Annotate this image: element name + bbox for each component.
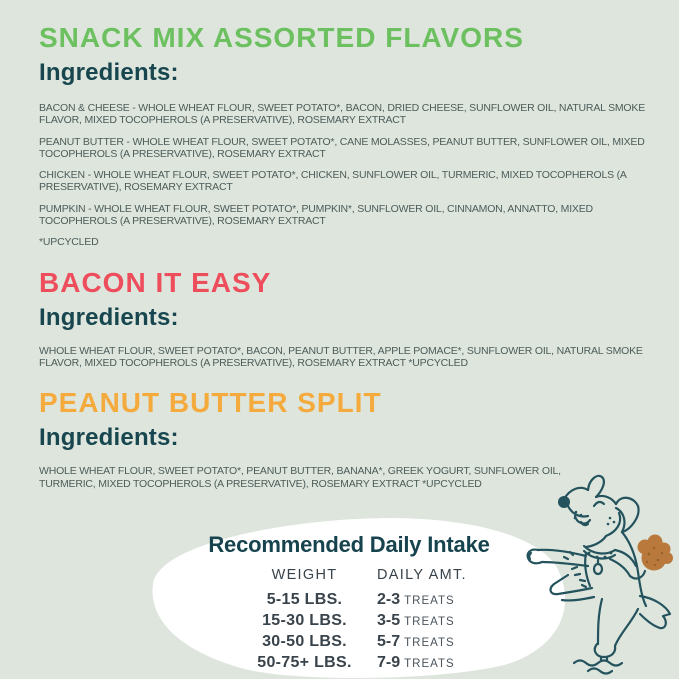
amount-unit: TREATS: [404, 658, 455, 670]
section-bacon-it-easy: BACON IT EASY Ingredients: WHOLE WHEAT F…: [39, 267, 651, 370]
weight-value: 15-30 LBS.: [262, 612, 347, 629]
ingredients-paragraph: WHOLE WHEAT FLOUR, SWEET POTATO*, BACON,…: [39, 344, 643, 369]
daily-intake-title: Recommended Daily Intake: [208, 532, 490, 557]
dog-nose: [558, 496, 570, 508]
label-content: SNACK MIX ASSORTED FLAVORS Ingredients: …: [39, 22, 651, 499]
ingredients-list: BACON & CHEESE - WHOLE WHEAT FLOUR, SWEE…: [39, 102, 651, 249]
ingredients-paragraph-peanut-butter: PEANUT BUTTER - WHOLE WHEAT FLOUR, SWEET…: [39, 135, 645, 160]
ingredients-paragraph-chicken: CHICKEN - WHOLE WHEAT FLOUR, SWEET POTAT…: [39, 169, 627, 194]
section-peanut-butter-split: PEANUT BUTTER SPLIT Ingredients: WHOLE W…: [39, 387, 651, 490]
amount-unit: TREATS: [404, 637, 455, 649]
ingredients-paragraph-pumpkin: PUMPKIN - WHOLE WHEAT FLOUR, SWEET POTAT…: [39, 202, 593, 228]
section-snack-mix: SNACK MIX ASSORTED FLAVORS Ingredients: …: [39, 22, 651, 249]
daily-intake-content: Recommended Daily Intake WEIGHT DAILY AM…: [146, 516, 576, 674]
table-row: 5-15 LBS. 2-3 TREATS: [242, 590, 492, 611]
section-title-snack-mix: SNACK MIX ASSORTED FLAVORS: [39, 22, 524, 53]
table-row: 30-50 LBS. 5-7 TREATS: [242, 632, 492, 653]
amount-unit: TREATS: [404, 595, 455, 607]
column-header-weight: WEIGHT: [271, 567, 338, 583]
ingredients-heading: Ingredients:: [39, 59, 179, 86]
amount-number: 2-3: [377, 591, 401, 608]
ingredients-list: WHOLE WHEAT FLOUR, SWEET POTATO*, BACON,…: [39, 345, 651, 370]
amount-unit: TREATS: [404, 616, 455, 628]
daily-amount-value: 7-9 TREATS: [367, 653, 492, 674]
ingredients-heading: Ingredients:: [39, 303, 179, 331]
daily-intake-panel: Recommended Daily Intake WEIGHT DAILY AM…: [146, 516, 576, 679]
amount-number: 3-5: [377, 612, 401, 629]
weight-value: 5-15 LBS.: [266, 591, 343, 608]
section-title-peanut-butter-split: PEANUT BUTTER SPLIT: [39, 387, 382, 419]
table-header-row: WEIGHT DAILY AMT.: [242, 564, 492, 586]
section-title-bacon-it-easy: BACON IT EASY: [39, 266, 272, 298]
upcycled-footnote: *UPCYCLED: [39, 236, 99, 249]
table-row: 50-75+ LBS. 7-9 TREATS: [242, 653, 492, 674]
ingredients-paragraph-bacon-cheese: BACON & CHEESE - WHOLE WHEAT FLOUR, SWEE…: [39, 102, 646, 127]
weight-value: 30-50 LBS.: [262, 633, 347, 650]
daily-amount-value: 2-3 TREATS: [367, 590, 492, 611]
ingredients-paragraph: WHOLE WHEAT FLOUR, SWEET POTATO*, PEANUT…: [39, 465, 561, 490]
weight-value: 50-75+ LBS.: [257, 654, 352, 671]
daily-intake-table: WEIGHT DAILY AMT. 5-15 LBS. 2-3 TREATS 15…: [242, 564, 492, 674]
daily-amount-value: 3-5 TREATS: [367, 611, 492, 632]
column-header-daily-amt: DAILY AMT.: [377, 567, 467, 583]
amount-number: 5-7: [377, 633, 401, 650]
amount-number: 7-9: [377, 654, 401, 671]
white-blob-background: [152, 518, 566, 679]
daily-amount-value: 5-7 TREATS: [367, 632, 492, 653]
dancing-dog-illustration-icon: [526, 474, 673, 675]
paw-treat-icon: [637, 534, 673, 571]
ingredients-heading: Ingredients:: [39, 424, 179, 452]
table-row: 15-30 LBS. 3-5 TREATS: [242, 611, 492, 632]
ingredients-list: WHOLE WHEAT FLOUR, SWEET POTATO*, PEANUT…: [39, 465, 651, 490]
